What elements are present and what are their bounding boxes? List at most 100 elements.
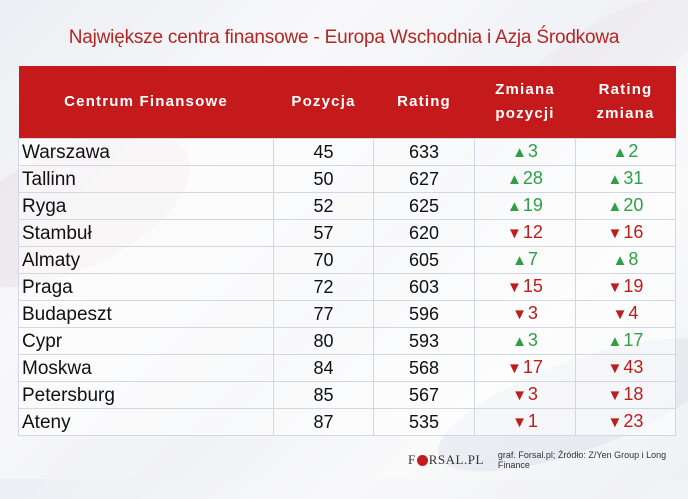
cell-position-change: ▼3 (474, 381, 576, 409)
forsal-logo: F RSAL.PL (408, 452, 484, 467)
cell-position: 85 (273, 381, 374, 409)
source-credit: graf. Forsal.pl; Źródło: Z/Yen Group i L… (497, 450, 667, 470)
cell-city: Petersburg (18, 381, 274, 409)
cell-rating: 567 (373, 381, 475, 409)
cell-position-change: ▼15 (474, 273, 576, 301)
cell-position: 84 (273, 354, 374, 382)
table-header-row: Centrum Finansowe Pozycja Rating Zmiana p… (18, 66, 676, 139)
cell-rating-change: ▼16 (575, 219, 676, 247)
cell-position: 87 (273, 408, 374, 436)
cell-rating: 625 (373, 192, 475, 220)
logo-mark-icon (416, 454, 428, 466)
header-rating-change: Rating zmiana (575, 66, 676, 139)
cell-position-change: ▲3 (474, 327, 576, 355)
cell-city: Budapeszt (18, 300, 274, 328)
cell-position-change: ▼17 (474, 354, 576, 382)
triangle-down-icon: ▼ (507, 279, 522, 296)
cell-rating-change: ▲17 (575, 327, 676, 355)
triangle-down-icon: ▼ (512, 387, 527, 404)
cell-position-change: ▼3 (474, 300, 576, 328)
cell-rating-change: ▼19 (575, 273, 676, 301)
cell-rating: 627 (373, 165, 475, 193)
cell-rating: 633 (373, 138, 475, 166)
cell-position: 57 (273, 219, 374, 247)
footer: F RSAL.PL graf. Forsal.pl; Źródło: Z/Yen… (408, 450, 688, 470)
triangle-down-icon: ▼ (512, 306, 527, 323)
table-row: Ateny 87 535 ▼1 ▼23 (18, 408, 676, 436)
cell-rating: 603 (373, 273, 475, 301)
cell-rating-change: ▲8 (575, 246, 676, 274)
triangle-up-icon: ▲ (507, 171, 522, 188)
cell-city: Warszawa (18, 138, 274, 166)
cell-rating: 535 (373, 408, 475, 436)
triangle-up-icon: ▲ (607, 333, 623, 350)
cell-position: 77 (273, 300, 374, 328)
table-row: Moskwa 84 568 ▼17 ▼43 (18, 354, 676, 382)
triangle-up-icon: ▲ (512, 144, 527, 161)
header-city: Centrum Finansowe (18, 66, 274, 139)
table-row: Tallinn 50 627 ▲28 ▲31 (18, 165, 676, 193)
cell-rating-change: ▲31 (575, 165, 676, 193)
cell-position-change: ▲28 (474, 165, 576, 193)
table-row: Stambuł 57 620 ▼12 ▼16 (18, 219, 676, 247)
triangle-down-icon: ▼ (607, 414, 623, 431)
triangle-up-icon: ▲ (512, 252, 527, 269)
triangle-up-icon: ▲ (507, 198, 522, 215)
cell-rating: 593 (373, 327, 475, 355)
table-row: Cypr 80 593 ▲3 ▲17 (18, 327, 676, 355)
cell-city: Cypr (18, 327, 274, 355)
cell-rating: 605 (373, 246, 475, 274)
table-row: Praga 72 603 ▼15 ▼19 (18, 273, 676, 301)
cell-position-change: ▼12 (474, 219, 576, 247)
cell-position: 72 (273, 273, 374, 301)
header-position: Pozycja (273, 66, 374, 139)
triangle-down-icon: ▼ (507, 360, 522, 377)
cell-rating-change: ▼43 (575, 354, 676, 382)
cell-position-change: ▲19 (474, 192, 576, 220)
cell-city: Almaty (18, 246, 274, 274)
triangle-down-icon: ▼ (512, 414, 527, 431)
cell-position: 70 (273, 246, 374, 274)
cell-rating: 568 (373, 354, 475, 382)
triangle-down-icon: ▼ (507, 225, 522, 242)
triangle-down-icon: ▼ (607, 387, 623, 404)
table-row: Budapeszt 77 596 ▼3 ▼4 (18, 300, 676, 328)
cell-position: 50 (273, 165, 374, 193)
triangle-down-icon: ▼ (612, 306, 628, 323)
header-rating: Rating (373, 66, 475, 139)
cell-city: Ryga (18, 192, 274, 220)
cell-city: Tallinn (18, 165, 274, 193)
table-row: Warszawa 45 633 ▲3 ▲2 (18, 138, 676, 166)
cell-rating: 620 (373, 219, 475, 247)
triangle-up-icon: ▲ (607, 171, 623, 188)
cell-position-change: ▼1 (474, 408, 576, 436)
triangle-up-icon: ▲ (612, 252, 628, 269)
triangle-up-icon: ▲ (607, 198, 623, 215)
cell-position: 52 (273, 192, 374, 220)
cell-city: Moskwa (18, 354, 274, 382)
table-body: Warszawa 45 633 ▲3 ▲2 Tallinn 50 627 ▲28 ▲31 Ryga 5… (18, 138, 676, 436)
financial-centers-table: Centrum Finansowe Pozycja Rating Zmiana p… (18, 66, 676, 436)
table-row: Ryga 52 625 ▲19 ▲20 (18, 192, 676, 220)
cell-position: 45 (273, 138, 374, 166)
cell-city: Praga (18, 273, 274, 301)
triangle-down-icon: ▼ (607, 225, 623, 242)
triangle-up-icon: ▲ (612, 144, 628, 161)
cell-rating-change: ▼23 (575, 408, 676, 436)
header-position-change: Zmiana pozycji (474, 66, 576, 139)
triangle-down-icon: ▼ (607, 360, 623, 377)
cell-rating-change: ▲2 (575, 138, 676, 166)
cell-city: Stambuł (18, 219, 274, 247)
cell-position: 80 (273, 327, 374, 355)
table-row: Almaty 70 605 ▲7 ▲8 (18, 246, 676, 274)
cell-rating-change: ▲20 (575, 192, 676, 220)
cell-rating-change: ▼18 (575, 381, 676, 409)
triangle-down-icon: ▼ (607, 279, 623, 296)
cell-rating: 596 (373, 300, 475, 328)
triangle-up-icon: ▲ (512, 333, 527, 350)
cell-position-change: ▲3 (474, 138, 576, 166)
table-row: Petersburg 85 567 ▼3 ▼18 (18, 381, 676, 409)
infographic-title: Największe centra finansowe - Europa Wsc… (68, 27, 620, 48)
cell-rating-change: ▼4 (575, 300, 676, 328)
cell-city: Ateny (18, 408, 274, 436)
